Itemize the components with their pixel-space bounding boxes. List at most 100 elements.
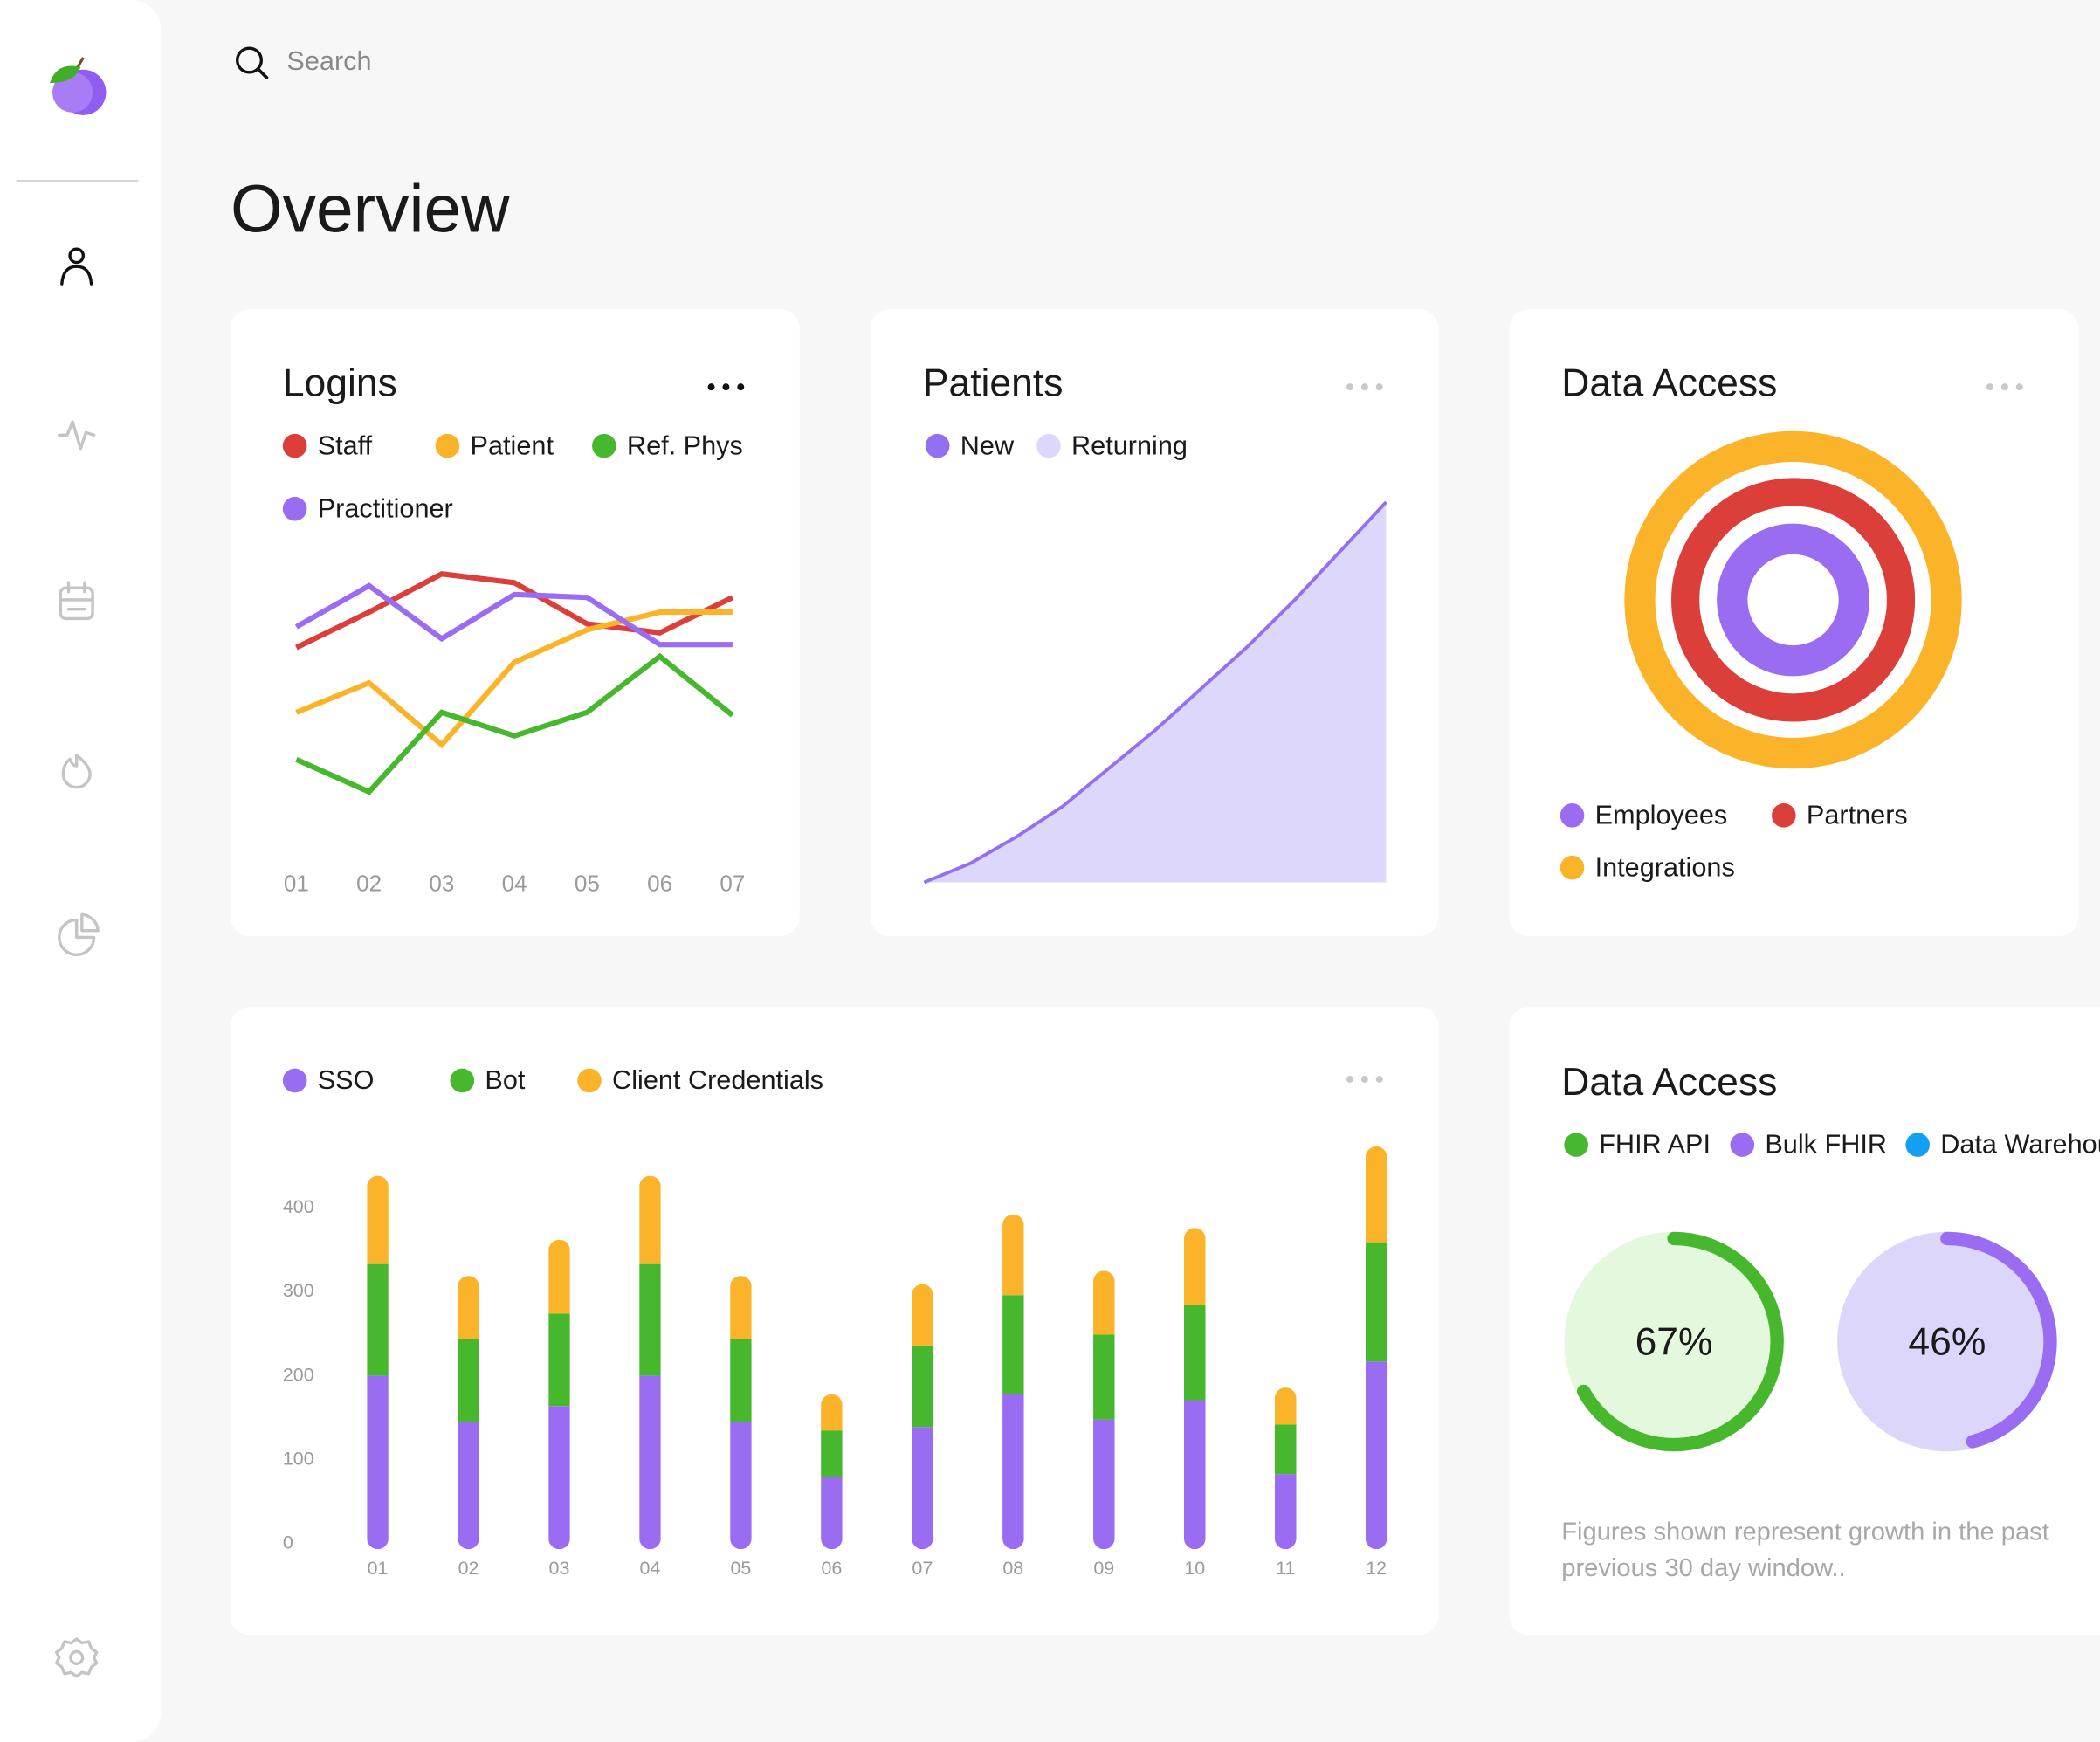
bar-segment xyxy=(1183,1305,1206,1401)
bar-segment xyxy=(367,1375,389,1550)
legend-label: Data Warehouse xyxy=(1940,1130,2100,1160)
line xyxy=(295,652,734,795)
card xyxy=(1509,309,2079,936)
x-tick-label: 04 xyxy=(640,1558,661,1579)
nav-activity[interactable] xyxy=(58,420,96,451)
x-tick-label: 03 xyxy=(549,1558,570,1579)
nav-flame[interactable] xyxy=(61,754,92,789)
card xyxy=(231,1007,1439,1635)
bar-segment xyxy=(458,1339,479,1422)
bar-segment xyxy=(1274,1474,1297,1550)
bar-segment xyxy=(821,1477,843,1550)
legend-label: Client Credentials xyxy=(612,1065,823,1095)
nav-reports[interactable] xyxy=(58,912,100,956)
y-tick-label: 200 xyxy=(283,1364,314,1385)
bar-segment xyxy=(458,1422,479,1550)
bar-stack xyxy=(1183,1228,1206,1550)
bar-segment xyxy=(730,1339,752,1422)
nav-calendar[interactable] xyxy=(59,581,94,621)
x-tick-label: 04 xyxy=(502,870,527,896)
bar-segment xyxy=(1274,1387,1297,1425)
x-tick-label: 08 xyxy=(1002,1558,1023,1579)
x-tick-label: 01 xyxy=(284,870,309,896)
gauge-face xyxy=(1564,1231,1784,1452)
bar-segment xyxy=(548,1406,570,1550)
bar-segment xyxy=(548,1239,570,1314)
bar-segment xyxy=(639,1263,661,1376)
bar-segment xyxy=(1002,1394,1024,1550)
y-tick-label: 300 xyxy=(283,1280,314,1301)
more-menu[interactable] xyxy=(1346,1075,1383,1083)
logo xyxy=(50,57,107,115)
sidebar xyxy=(0,0,162,1742)
search-box[interactable]: Search xyxy=(236,46,372,79)
legend-label: Patient xyxy=(471,430,554,460)
bar-segment xyxy=(1365,1361,1387,1550)
bar-segment xyxy=(1093,1334,1115,1420)
bar-segment xyxy=(639,1375,661,1550)
x-tick-label: 07 xyxy=(720,870,745,896)
bar-segment xyxy=(1002,1295,1024,1394)
x-tick-label: 10 xyxy=(1184,1558,1205,1579)
bar-segment xyxy=(912,1345,933,1428)
gauge-face xyxy=(1837,1231,2057,1452)
caption: previous 30 day window.. xyxy=(1561,1554,1845,1582)
legend-dot xyxy=(925,433,950,458)
nav-profile[interactable] xyxy=(60,247,93,286)
y-tick-label: 400 xyxy=(283,1196,314,1217)
bar-segment xyxy=(1183,1228,1206,1305)
more-menu[interactable] xyxy=(1346,383,1383,391)
line xyxy=(923,500,1387,885)
legend-dot xyxy=(577,1068,602,1093)
line xyxy=(295,609,733,749)
bar-segment xyxy=(1002,1214,1024,1296)
x-tick-label: 02 xyxy=(356,870,382,896)
legend-label: Staff xyxy=(318,430,373,460)
bar-segment xyxy=(730,1276,752,1339)
bar-stack xyxy=(1093,1270,1115,1550)
legend-dot xyxy=(282,496,307,521)
search-placeholder[interactable]: Search xyxy=(286,46,371,76)
ring xyxy=(1671,478,1916,722)
x-tick-label: 02 xyxy=(458,1558,479,1579)
x-tick-label: 05 xyxy=(730,1558,751,1579)
bar-stack xyxy=(1365,1146,1387,1550)
x-tick-label: 05 xyxy=(575,870,600,896)
bar-segment xyxy=(1093,1419,1115,1550)
legend-label: Returning xyxy=(1071,430,1188,460)
bar-segment xyxy=(912,1427,933,1550)
legend-label: Employees xyxy=(1595,800,1728,830)
x-tick-label: 09 xyxy=(1093,1558,1114,1579)
line xyxy=(294,582,733,648)
bar-stack xyxy=(1002,1214,1024,1550)
bar-stack xyxy=(367,1175,389,1550)
gauge-arc xyxy=(1576,1231,1784,1452)
bar-segment xyxy=(821,1394,843,1431)
caption: Figures shown represent growth in the pa… xyxy=(1561,1518,2049,1546)
bar-stack xyxy=(912,1284,933,1550)
bar-segment xyxy=(458,1276,479,1339)
bar-segment xyxy=(730,1422,752,1550)
more-menu[interactable] xyxy=(707,383,745,391)
bar-stack xyxy=(821,1394,843,1550)
bar-segment xyxy=(1093,1270,1115,1335)
bar-segment xyxy=(639,1175,661,1264)
bar-stack xyxy=(548,1239,570,1550)
nav-settings[interactable] xyxy=(55,1637,99,1678)
bar-stack xyxy=(1274,1387,1297,1550)
bar-segment xyxy=(1183,1400,1206,1550)
legend-dot xyxy=(1905,1133,1930,1157)
legend-label: Integrations xyxy=(1595,852,1735,882)
x-tick-label: 11 xyxy=(1276,1558,1295,1579)
legend-label: Partners xyxy=(1807,800,1908,830)
legend-dot xyxy=(1730,1133,1755,1157)
gauge-arc xyxy=(1940,1231,2057,1449)
legend-dot xyxy=(1560,803,1585,828)
legend-label: Ref. Phys xyxy=(627,430,743,460)
bar-stack xyxy=(458,1276,479,1550)
legend-dot xyxy=(450,1068,475,1093)
card xyxy=(231,309,800,936)
more-menu[interactable] xyxy=(1986,383,2023,391)
legend-dot xyxy=(592,433,616,458)
